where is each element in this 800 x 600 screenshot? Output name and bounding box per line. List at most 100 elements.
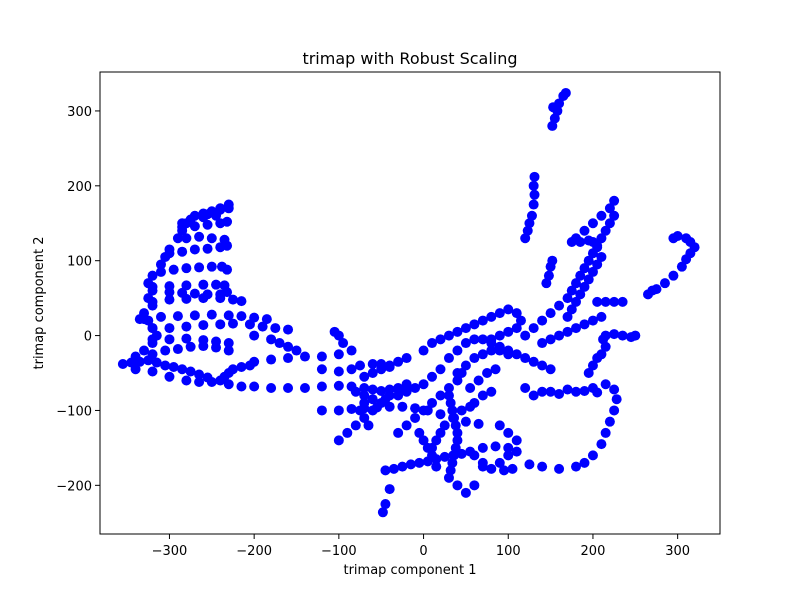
scatter-point: [486, 311, 497, 322]
scatter-point: [249, 381, 260, 392]
scatter-point: [160, 345, 171, 356]
scatter-point: [528, 199, 539, 210]
scatter-point: [537, 360, 548, 371]
scatter-point: [164, 287, 175, 298]
scatter-point: [401, 379, 412, 390]
scatter-point: [130, 364, 141, 375]
scatter-point: [181, 333, 192, 344]
scatter-point: [547, 255, 558, 266]
scatter-point: [448, 412, 459, 423]
scatter-point: [410, 382, 421, 393]
scatter-point: [376, 385, 387, 396]
scatter-point: [596, 210, 607, 221]
y-tick-label: −200: [56, 479, 92, 494]
scatter-point: [185, 214, 196, 225]
scatter-point: [477, 334, 488, 345]
scatter-point: [397, 461, 408, 472]
scatter-point: [172, 344, 183, 355]
scatter-point: [456, 405, 467, 416]
scatter-point: [452, 368, 463, 379]
scatter-point: [554, 463, 565, 474]
scatter-point: [418, 435, 429, 446]
scatter-point: [439, 451, 450, 462]
scatter-point: [359, 371, 370, 382]
scatter-point: [494, 457, 505, 468]
scatter-point: [452, 427, 463, 438]
scatter-point: [600, 379, 611, 390]
scatter-point: [350, 420, 361, 431]
scatter-point: [147, 349, 158, 360]
scatter-point: [587, 360, 598, 371]
scatter-point: [592, 259, 603, 270]
scatter-point: [477, 390, 488, 401]
scatter-point: [503, 427, 514, 438]
scatter-point: [450, 442, 461, 453]
scatter-point: [147, 281, 158, 292]
scatter-point: [447, 457, 458, 468]
scatter-point: [215, 319, 226, 330]
scatter-point: [151, 357, 162, 368]
scatter-point: [202, 209, 213, 220]
scatter-point: [384, 401, 395, 412]
scatter-point: [316, 381, 327, 392]
scatter-point: [164, 334, 175, 345]
scatter-point: [460, 338, 471, 349]
scatter-point: [452, 480, 463, 491]
scatter-point: [189, 310, 200, 321]
scatter-point: [571, 386, 582, 397]
scatter-point: [583, 255, 594, 266]
scatter-point: [393, 384, 404, 395]
scatter-point: [249, 312, 260, 323]
scatter-point: [181, 233, 192, 244]
scatter-point: [410, 403, 421, 414]
scatter-point: [181, 263, 192, 274]
scatter-point: [333, 349, 344, 360]
scatter-point: [587, 315, 598, 326]
scatter-point: [592, 353, 603, 364]
scatter-point: [227, 318, 238, 329]
scatter-point: [139, 314, 150, 325]
scatter-point: [155, 311, 166, 322]
scatter-point: [460, 487, 471, 498]
scatter-point: [554, 300, 565, 311]
scatter-point: [405, 459, 416, 470]
scatter-point: [414, 457, 425, 468]
scatter-point: [202, 219, 213, 230]
scatter-point: [147, 323, 158, 334]
scatter-point: [236, 381, 247, 392]
scatter-point: [185, 366, 196, 377]
scatter-point: [482, 368, 493, 379]
scatter-point: [596, 233, 607, 244]
scatter-point: [575, 270, 586, 281]
scatter-point: [609, 384, 620, 395]
scatter-point: [333, 366, 344, 377]
scatter-point: [222, 216, 233, 227]
scatter-point: [198, 335, 209, 346]
scatter-point: [529, 189, 540, 200]
scatter-point: [562, 293, 573, 304]
scatter-point: [274, 338, 285, 349]
scatter-point: [329, 326, 340, 337]
scatter-point: [681, 233, 692, 244]
scatter-point: [359, 382, 370, 393]
scatter-point: [579, 319, 590, 330]
scatter-point: [393, 427, 404, 438]
scatter-point: [503, 345, 514, 356]
scatter-point: [537, 461, 548, 472]
scatter-point: [346, 403, 357, 414]
scatter-point: [333, 435, 344, 446]
scatter-point: [647, 285, 658, 296]
scatter-point: [401, 386, 412, 397]
scatter-point: [460, 360, 471, 371]
scatter-point: [469, 480, 480, 491]
scatter-point: [579, 263, 590, 274]
scatter-point: [130, 351, 141, 362]
scatter-point: [338, 338, 349, 349]
scatter-point: [401, 420, 412, 431]
scatter-point: [219, 234, 230, 245]
scatter-point: [414, 427, 425, 438]
scatter-point: [486, 463, 497, 474]
scatter-point: [469, 450, 480, 461]
scatter-point: [609, 329, 620, 340]
scatter-point: [571, 323, 582, 334]
